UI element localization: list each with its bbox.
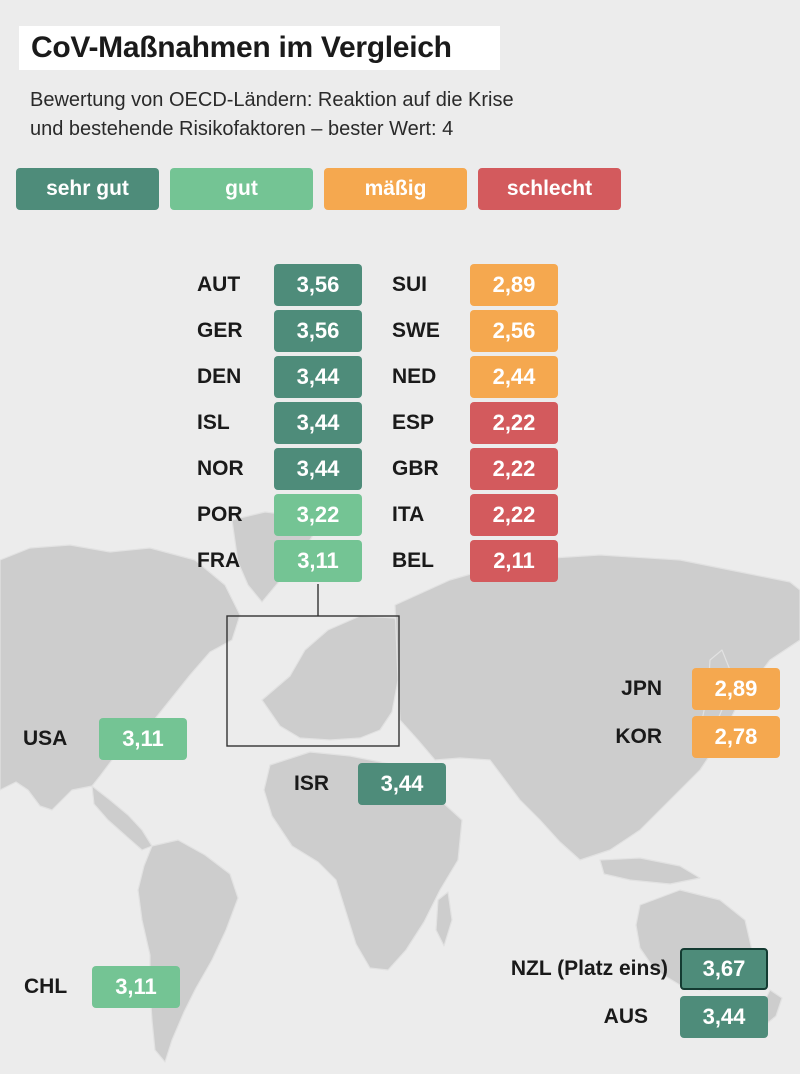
score-badge: 2,22 [470,448,558,490]
score-badge: 2,44 [470,356,558,398]
indonesia-landmass [599,857,701,885]
country-code: POR [197,503,243,526]
subtitle-line-1: Bewertung von OECD-Ländern: Reaktion auf… [30,89,514,111]
country-code: NED [392,365,437,388]
score-badge: 3,11 [92,966,180,1008]
legend-item-maessig: mäßig [324,168,467,210]
country-code: FRA [197,549,241,572]
country-code: ESP [392,411,435,434]
score-badge: 3,22 [274,494,362,536]
country-code: ITA [392,503,425,526]
title-box: CoV-Maßnahmen im Vergleich [19,26,500,70]
country-code: AUT [197,273,241,296]
europe-landmass [261,615,401,741]
score-badge: 2,78 [692,716,780,758]
page-title: CoV-Maßnahmen im Vergleich [31,31,452,64]
score-badge: 3,44 [358,763,446,805]
country-code: SUI [392,273,428,296]
score-badge: 2,11 [470,540,558,582]
madagascar-landmass [435,891,453,947]
country-code: GBR [392,457,439,480]
legend-item-gut: gut [170,168,313,210]
score-badge: 3,44 [680,996,768,1038]
legend-item-sehr-gut: sehr gut [16,168,159,210]
europe-inset-frame [226,615,400,747]
country-code: KOR [615,725,662,748]
subtitle: Bewertung von OECD-Ländern: Reaktion auf… [30,86,650,144]
north-america-landmass [0,544,241,811]
score-badge: 2,56 [470,310,558,352]
central-america-landmass [91,785,153,851]
country-code: USA [23,727,68,750]
country-code: AUS [603,1005,648,1028]
country-code: GER [197,319,243,342]
score-badge: 3,11 [274,540,362,582]
country-code: NZL (Platz eins) [510,957,668,980]
country-code: ISR [294,772,330,795]
subtitle-line-2: und bestehende Risikofaktoren – bester W… [30,118,454,140]
score-badge: 3,44 [274,356,362,398]
south-america-landmass [137,839,239,1063]
score-badge-top: 3,67 [680,948,768,990]
country-code: JPN [621,677,662,700]
country-code: DEN [197,365,242,388]
country-code: SWE [392,319,440,342]
country-code: CHL [24,975,68,998]
score-badge: 3,56 [274,310,362,352]
country-code: ISL [197,411,230,434]
country-code: NOR [197,457,244,480]
asia-landmass [394,554,800,861]
score-badge: 2,22 [470,494,558,536]
score-badge: 2,89 [470,264,558,306]
legend-item-schlecht: schlecht [478,168,621,210]
score-badge: 3,11 [99,718,187,760]
score-badge: 3,44 [274,402,362,444]
score-badge: 2,89 [692,668,780,710]
score-badge: 3,56 [274,264,362,306]
score-badge: 3,44 [274,448,362,490]
country-code: BEL [392,549,434,572]
score-badge: 2,22 [470,402,558,444]
